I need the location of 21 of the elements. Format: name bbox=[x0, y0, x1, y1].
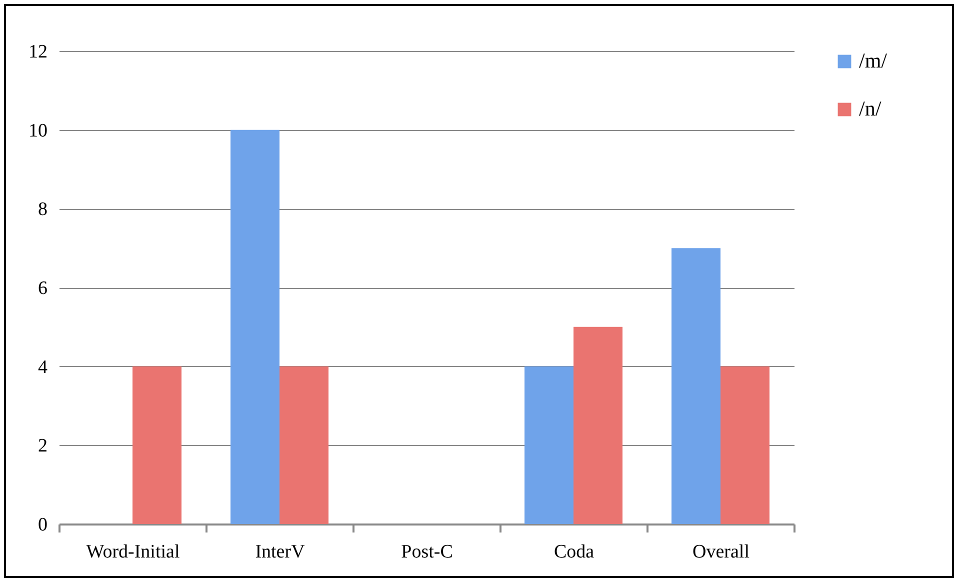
bar bbox=[132, 366, 182, 524]
bar bbox=[524, 366, 574, 524]
legend-label: /n/ bbox=[859, 96, 882, 120]
x-tick-label: Overall bbox=[692, 542, 750, 562]
x-tick-label: Coda bbox=[554, 542, 595, 562]
y-tick-label: 6 bbox=[38, 278, 48, 299]
bar bbox=[230, 130, 280, 524]
y-tick-label: 4 bbox=[38, 356, 48, 378]
y-tick-label: 10 bbox=[28, 120, 48, 142]
bar bbox=[280, 366, 328, 524]
y-tick-label: 2 bbox=[38, 436, 48, 457]
bar bbox=[720, 366, 770, 524]
y-tick-label: 8 bbox=[38, 199, 48, 220]
y-tick-label: 12 bbox=[28, 42, 48, 62]
bar bbox=[574, 326, 622, 524]
legend-label: /m/ bbox=[859, 48, 888, 72]
x-tick-label: Word-Initial bbox=[86, 542, 180, 562]
x-tick-label: InterV bbox=[255, 542, 306, 562]
x-tick-label: Post-C bbox=[401, 542, 453, 562]
y-tick-label: 0 bbox=[38, 514, 48, 536]
bar bbox=[672, 248, 720, 524]
